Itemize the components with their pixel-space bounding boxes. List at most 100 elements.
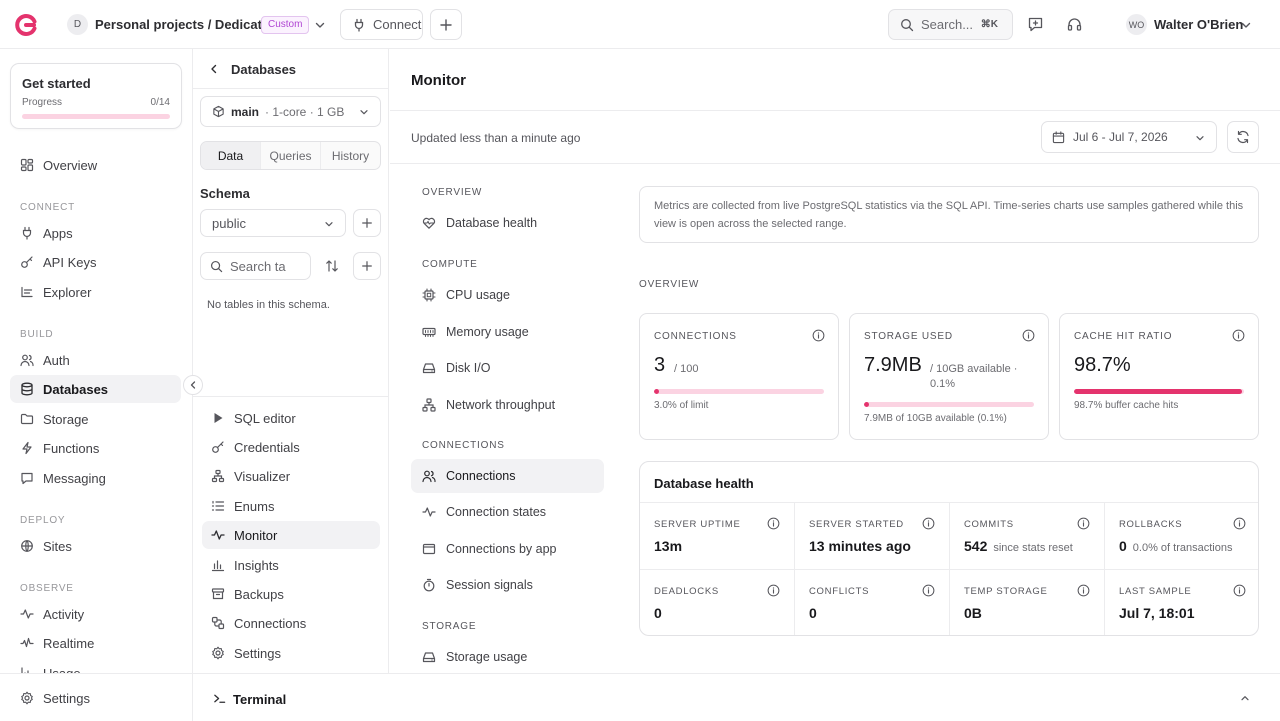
nav-label: Storage usage — [446, 650, 528, 664]
nav-session-signals[interactable]: Session signals — [411, 568, 604, 602]
info-icon[interactable] — [1233, 517, 1246, 530]
db-link-enums[interactable]: Enums — [202, 492, 380, 520]
plus-icon — [440, 18, 452, 31]
db-link-connections[interactable]: Connections — [202, 609, 380, 637]
sidebar-item-storage[interactable]: Storage — [10, 405, 181, 433]
sidebar-item-activity[interactable]: Activity — [10, 600, 181, 628]
database-health-panel: Database health SERVER UPTIME 13m SERVER… — [639, 461, 1259, 636]
sidebar-item-apps[interactable]: Apps — [10, 219, 181, 247]
tab-history[interactable]: History — [331, 148, 370, 163]
card-progress-fill — [864, 402, 870, 407]
app-logo[interactable] — [14, 13, 38, 37]
connect-button[interactable]: Connect — [340, 9, 423, 40]
chevron-up-icon[interactable] — [1239, 692, 1251, 704]
chevron-left-icon — [190, 381, 196, 389]
health-value: 0 — [654, 605, 662, 621]
chevron-left-icon[interactable] — [207, 62, 221, 76]
health-cell-uptime: SERVER UPTIME 13m — [640, 503, 795, 570]
sidebar-item-explorer[interactable]: Explorer — [10, 278, 181, 306]
health-label: DEADLOCKS — [654, 586, 719, 597]
sidebar-item-overview[interactable]: Overview — [10, 151, 181, 179]
database-selector[interactable]: main · 1-core · 1 GB — [200, 96, 381, 127]
db-link-settings[interactable]: Settings — [202, 639, 380, 667]
table-search-input[interactable]: Search ta — [200, 252, 311, 280]
refresh-button[interactable] — [1227, 121, 1259, 153]
chevron-down-icon — [1196, 136, 1204, 141]
sidebar-item-auth[interactable]: Auth — [10, 346, 181, 374]
tab-queries[interactable]: Queries — [261, 142, 321, 169]
section-observe: OBSERVE — [20, 583, 74, 594]
timer-icon — [423, 578, 435, 592]
headset-icon[interactable] — [1066, 16, 1083, 33]
date-range-picker[interactable]: Jul 6 - Jul 7, 2026 — [1041, 121, 1217, 153]
nav-memory-usage[interactable]: Memory usage — [411, 315, 604, 349]
card-footnote: 7.9MB of 10GB available (0.1%) — [864, 413, 1007, 424]
health-note: since stats reset — [993, 542, 1073, 554]
users-icon — [20, 354, 34, 367]
db-link-insights[interactable]: Insights — [202, 551, 380, 579]
connections-card: CONNECTIONS 3 / 100 3.0% of limit — [639, 313, 839, 440]
health-value: 0 — [809, 605, 817, 621]
user-avatar[interactable]: WO — [1126, 14, 1147, 35]
db-link-sql-editor[interactable]: SQL editor — [202, 404, 380, 432]
card-progress-bar — [1074, 389, 1244, 394]
chevron-down-icon[interactable] — [1239, 18, 1253, 32]
sidebar-item-databases[interactable]: Databases — [10, 375, 181, 403]
info-icon[interactable] — [1077, 517, 1090, 530]
sidebar-item-messaging[interactable]: Messaging — [10, 464, 181, 492]
project-name[interactable]: Personal projects / Dedicated — [95, 17, 278, 32]
progress-bar — [22, 114, 170, 119]
nav-label: Connections by app — [446, 542, 557, 556]
db-link-visualizer[interactable]: Visualizer — [202, 462, 380, 490]
schema-select[interactable]: public — [200, 209, 346, 237]
info-icon[interactable] — [767, 517, 780, 530]
nav-cpu-usage[interactable]: CPU usage — [411, 278, 604, 312]
terminal-bar[interactable]: Terminal — [193, 673, 1280, 721]
collapse-sidebar-button[interactable] — [183, 375, 203, 395]
info-icon[interactable] — [1233, 584, 1246, 597]
chevron-down-icon[interactable] — [313, 18, 327, 32]
plus-icon — [362, 218, 372, 228]
info-icon[interactable] — [922, 517, 935, 530]
info-icon[interactable] — [922, 584, 935, 597]
db-link-label: Monitor — [234, 527, 278, 543]
get-started-card[interactable]: Get started Progress 0/14 — [10, 63, 182, 129]
sort-button[interactable] — [318, 252, 346, 280]
info-icon[interactable] — [1022, 329, 1035, 342]
sidebar-item-realtime[interactable]: Realtime — [10, 629, 181, 657]
info-icon[interactable] — [812, 329, 825, 342]
sidebar-item-label: Settings — [43, 690, 90, 706]
nav-network-throughput[interactable]: Network throughput — [411, 388, 604, 422]
add-schema-button[interactable] — [353, 209, 381, 237]
nav-connections[interactable]: Connections — [411, 459, 604, 493]
search-input[interactable]: Search... ⌘K — [888, 9, 1013, 40]
db-link-backups[interactable]: Backups — [202, 580, 380, 608]
card-subvalue: / 10GB available · 0.1% — [930, 363, 1018, 390]
nav-connection-states[interactable]: Connection states — [411, 495, 604, 529]
user-name[interactable]: Walter O'Brien — [1154, 17, 1244, 32]
health-label: SERVER UPTIME — [654, 519, 741, 530]
activity-icon — [422, 507, 436, 517]
nav-connections-by-app[interactable]: Connections by app — [411, 532, 604, 566]
sidebar-item-settings[interactable]: Settings — [10, 684, 181, 712]
db-link-monitor[interactable]: Monitor — [202, 521, 380, 549]
health-value-text: 13m — [654, 538, 683, 554]
add-table-button[interactable] — [353, 252, 381, 280]
sidebar-item-functions[interactable]: Functions — [10, 434, 181, 462]
tab-data[interactable]: Data — [201, 142, 261, 169]
sidebar-item-label: Messaging — [43, 470, 106, 486]
archive-icon — [211, 588, 225, 600]
nav-database-health[interactable]: Database health — [411, 206, 604, 240]
project-avatar[interactable]: D — [67, 14, 88, 35]
nav-disk-io[interactable]: Disk I/O — [411, 351, 604, 385]
card-progress-bar — [864, 402, 1034, 407]
sidebar-item-api-keys[interactable]: API Keys — [10, 248, 181, 276]
info-icon[interactable] — [767, 584, 780, 597]
info-icon[interactable] — [1077, 584, 1090, 597]
info-icon[interactable] — [1232, 329, 1245, 342]
db-link-credentials[interactable]: Credentials — [202, 433, 380, 461]
add-button[interactable] — [430, 9, 462, 40]
sidebar-item-sites[interactable]: Sites — [10, 532, 181, 560]
feedback-icon[interactable] — [1027, 16, 1044, 33]
nav-storage-usage[interactable]: Storage usage — [411, 640, 604, 674]
